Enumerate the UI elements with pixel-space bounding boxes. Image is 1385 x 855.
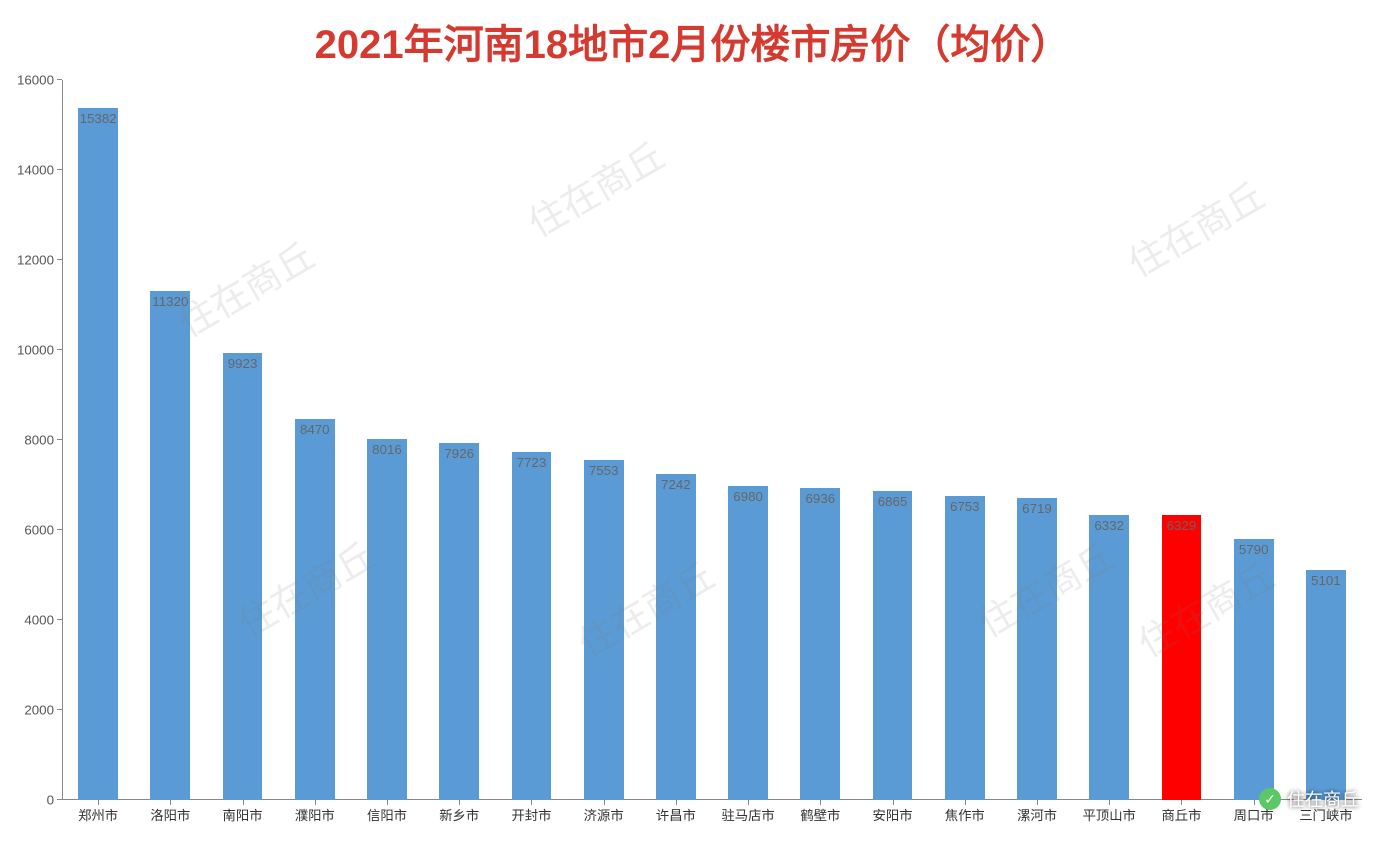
x-axis-category-label: 济源市 xyxy=(584,805,624,824)
y-axis-tick-label: 10000 xyxy=(4,343,54,358)
x-axis-category-label: 商丘市 xyxy=(1161,805,1201,824)
bar-value-label: 6753 xyxy=(950,499,980,514)
bar-value-label: 6719 xyxy=(1022,501,1052,516)
bar-value-label: 6936 xyxy=(806,491,836,506)
y-tick xyxy=(57,709,62,710)
y-axis-line xyxy=(62,80,63,800)
bar xyxy=(1017,498,1057,800)
bar xyxy=(439,443,479,800)
bar-value-label: 8016 xyxy=(372,442,402,457)
bar xyxy=(223,353,263,800)
x-axis-category-label: 鹤壁市 xyxy=(800,805,840,824)
y-axis-tick-label: 6000 xyxy=(4,523,54,538)
bar-value-label: 6865 xyxy=(878,494,908,509)
y-tick xyxy=(57,619,62,620)
bar-value-label: 6980 xyxy=(733,489,763,504)
bar xyxy=(1306,570,1346,800)
bar-value-label: 7242 xyxy=(661,477,691,492)
bar-value-label: 9923 xyxy=(228,356,258,371)
y-tick xyxy=(57,799,62,800)
x-axis-category-label: 新乡市 xyxy=(439,805,479,824)
bar xyxy=(367,439,407,800)
y-axis-tick-label: 2000 xyxy=(4,703,54,718)
y-tick xyxy=(57,349,62,350)
y-axis-tick-label: 4000 xyxy=(4,613,54,628)
y-tick xyxy=(57,79,62,80)
bar xyxy=(295,419,335,800)
x-axis-category-label: 洛阳市 xyxy=(150,805,190,824)
y-axis-tick-label: 16000 xyxy=(4,73,54,88)
x-axis-category-label: 安阳市 xyxy=(873,805,913,824)
bar-value-label: 7926 xyxy=(444,446,474,461)
x-axis-category-label: 平顶山市 xyxy=(1083,805,1136,824)
bar-value-label: 7723 xyxy=(517,455,547,470)
bar xyxy=(800,488,840,800)
bar xyxy=(873,491,913,800)
x-axis-category-label: 南阳市 xyxy=(223,805,263,824)
x-axis-category-label: 焦作市 xyxy=(945,805,985,824)
bar-value-label: 11320 xyxy=(152,294,188,309)
bar xyxy=(584,460,624,800)
bar xyxy=(150,291,190,800)
bar-value-label: 15382 xyxy=(80,111,117,126)
x-axis-category-label: 漯河市 xyxy=(1017,805,1057,824)
bar xyxy=(656,474,696,800)
x-axis-category-label: 驻马店市 xyxy=(721,805,774,824)
bar-value-label: 5101 xyxy=(1311,573,1341,588)
bar xyxy=(1234,539,1274,800)
y-axis-tick-label: 0 xyxy=(4,793,54,808)
y-tick xyxy=(57,259,62,260)
y-tick xyxy=(57,529,62,530)
chart-plot-area: 0200040006000800010000120001400016000153… xyxy=(62,80,1362,800)
bar xyxy=(945,496,985,800)
bar-value-label: 6332 xyxy=(1094,518,1124,533)
bar xyxy=(512,452,552,800)
bar-value-label: 6329 xyxy=(1167,518,1197,533)
chart-title: 2021年河南18地市2月份楼市房价（均价） xyxy=(0,0,1385,70)
x-axis-category-label: 濮阳市 xyxy=(295,805,335,824)
y-axis-tick-label: 12000 xyxy=(4,253,54,268)
bar-value-label: 8470 xyxy=(300,422,330,437)
bar xyxy=(78,108,118,800)
y-tick xyxy=(57,439,62,440)
source-badge-icon: ✓ xyxy=(1259,788,1281,810)
y-axis-tick-label: 8000 xyxy=(4,433,54,448)
x-axis-category-label: 郑州市 xyxy=(78,805,118,824)
x-axis-category-label: 许昌市 xyxy=(656,805,696,824)
y-tick xyxy=(57,169,62,170)
source-badge: ✓ 住在商丘 xyxy=(1251,783,1367,815)
x-axis-category-label: 开封市 xyxy=(511,805,551,824)
y-axis-tick-label: 14000 xyxy=(4,163,54,178)
bar xyxy=(1162,515,1202,800)
x-axis-category-label: 信阳市 xyxy=(367,805,407,824)
bar xyxy=(1089,515,1129,800)
bar xyxy=(728,486,768,800)
source-badge-text: 住在商丘 xyxy=(1287,786,1359,812)
bar-value-label: 5790 xyxy=(1239,542,1269,557)
bar-value-label: 7553 xyxy=(589,463,619,478)
